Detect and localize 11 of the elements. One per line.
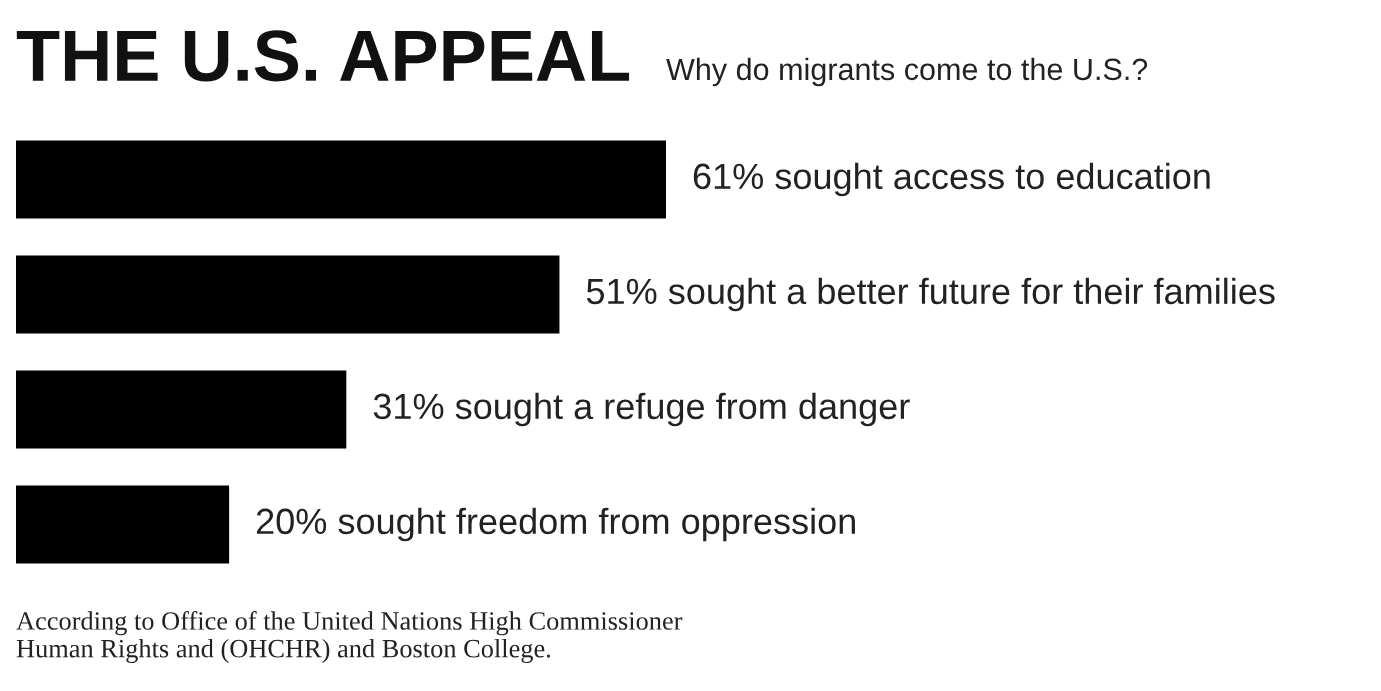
- bar: [16, 140, 666, 219]
- data-label: 51% sought a better future for their families: [586, 277, 1275, 312]
- bar: [16, 370, 347, 449]
- text: According to Office of the United Nations High Commissioner Human Rights and (OHCHR) and Boston College.: [16, 611, 683, 663]
- text: Why do migrants come to the U.S.?: [666, 57, 1148, 87]
- data-label: 61% sought access to education: [693, 162, 1210, 197]
- chart-title: THE U.S. APPEAL: [16, 30, 630, 82]
- data-label: 31% sought a refuge from danger: [373, 392, 910, 427]
- data-label: 20% sought freedom from oppression: [256, 507, 855, 542]
- bar: [16, 255, 560, 334]
- bar: [16, 485, 230, 564]
